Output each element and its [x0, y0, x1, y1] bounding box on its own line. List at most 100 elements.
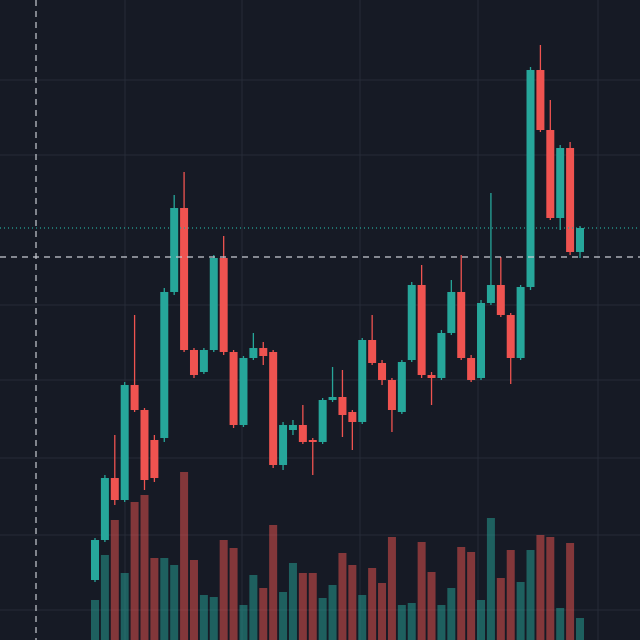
candle-body [437, 333, 446, 378]
candle-body [170, 208, 179, 292]
volume-bar [180, 472, 189, 640]
candle-body [556, 148, 565, 218]
volume-bar [427, 572, 436, 640]
volume-bar [417, 542, 426, 640]
candle-body [130, 385, 139, 410]
volume-bar [397, 605, 406, 640]
volume-bar [358, 595, 367, 640]
candle-body [407, 285, 416, 360]
candle-body [269, 352, 278, 465]
volume-bar [199, 595, 208, 640]
volume-bar [318, 598, 327, 640]
candle-body [427, 375, 436, 378]
candle-body [91, 540, 99, 580]
candle-layer [91, 45, 584, 582]
candle-body [576, 228, 584, 252]
candle-body [506, 315, 515, 358]
volume-bar [100, 555, 109, 640]
volume-bar [120, 573, 129, 640]
candle-body [249, 348, 258, 358]
volume-bar [130, 502, 139, 640]
candle-body [209, 258, 218, 350]
candle-body [338, 397, 347, 415]
candle-body [100, 478, 109, 540]
candle-body [229, 352, 238, 425]
candle-body [140, 410, 149, 480]
candle-body [298, 425, 307, 442]
candle-body [477, 303, 486, 378]
volume-bar [110, 520, 119, 640]
volume-bar [288, 563, 297, 640]
volume-bar [576, 618, 584, 640]
candle-body [546, 130, 555, 218]
volume-bar [387, 537, 396, 640]
candle-body [397, 362, 406, 412]
candle-body [378, 363, 387, 380]
candle-body [516, 287, 525, 358]
volume-bar [308, 573, 317, 640]
volume-bar [91, 600, 99, 640]
volume-bar [338, 553, 347, 640]
candle-body [110, 478, 119, 500]
candle-body [467, 358, 476, 380]
candle-body [160, 292, 169, 438]
candle-body [486, 285, 495, 303]
volume-bar [160, 558, 169, 640]
volume-bar [189, 560, 198, 640]
candle-body [288, 425, 297, 430]
volume-bar [209, 597, 218, 640]
volume-bar [407, 603, 416, 640]
volume-bar [546, 537, 555, 640]
volume-bar [536, 535, 545, 640]
candle-body [368, 340, 377, 363]
candle-body [259, 348, 268, 356]
volume-layer [91, 472, 584, 640]
candle-body [219, 258, 228, 352]
candle-body [536, 70, 545, 130]
candle-body [279, 425, 288, 465]
candle-body [239, 358, 248, 425]
volume-bar [279, 592, 288, 640]
candle-body [387, 380, 396, 410]
volume-bar [506, 550, 515, 640]
volume-bar [378, 583, 387, 640]
volume-bar [239, 605, 248, 640]
volume-bar [467, 552, 476, 640]
candle-body [417, 285, 426, 375]
candle-body [348, 412, 357, 422]
volume-bar [298, 573, 307, 640]
volume-bar [249, 575, 258, 640]
volume-bar [229, 548, 238, 640]
volume-bar [457, 547, 466, 640]
candle-body [566, 148, 575, 252]
candle-body [358, 340, 367, 422]
candle-body [457, 292, 466, 358]
volume-bar [140, 495, 149, 640]
volume-bar [437, 605, 446, 640]
volume-bar [368, 568, 377, 640]
volume-bar [477, 600, 486, 640]
candle-body [308, 440, 317, 442]
volume-bar [328, 585, 337, 640]
volume-bar [150, 558, 159, 640]
volume-bar [486, 518, 495, 640]
volume-bar [566, 543, 575, 640]
candle-body [496, 285, 505, 315]
volume-bar [170, 565, 179, 640]
candle-body [180, 208, 189, 350]
volume-bar [348, 565, 357, 640]
volume-bar [447, 588, 456, 640]
candle-body [120, 385, 129, 500]
candle-body [318, 400, 327, 442]
volume-bar [259, 588, 268, 640]
candle-body [328, 397, 337, 400]
candle-body [199, 350, 208, 372]
volume-bar [516, 582, 525, 640]
volume-bar [526, 550, 535, 640]
candle-body [150, 440, 159, 478]
candle-body [447, 292, 456, 333]
volume-bar [496, 578, 505, 640]
